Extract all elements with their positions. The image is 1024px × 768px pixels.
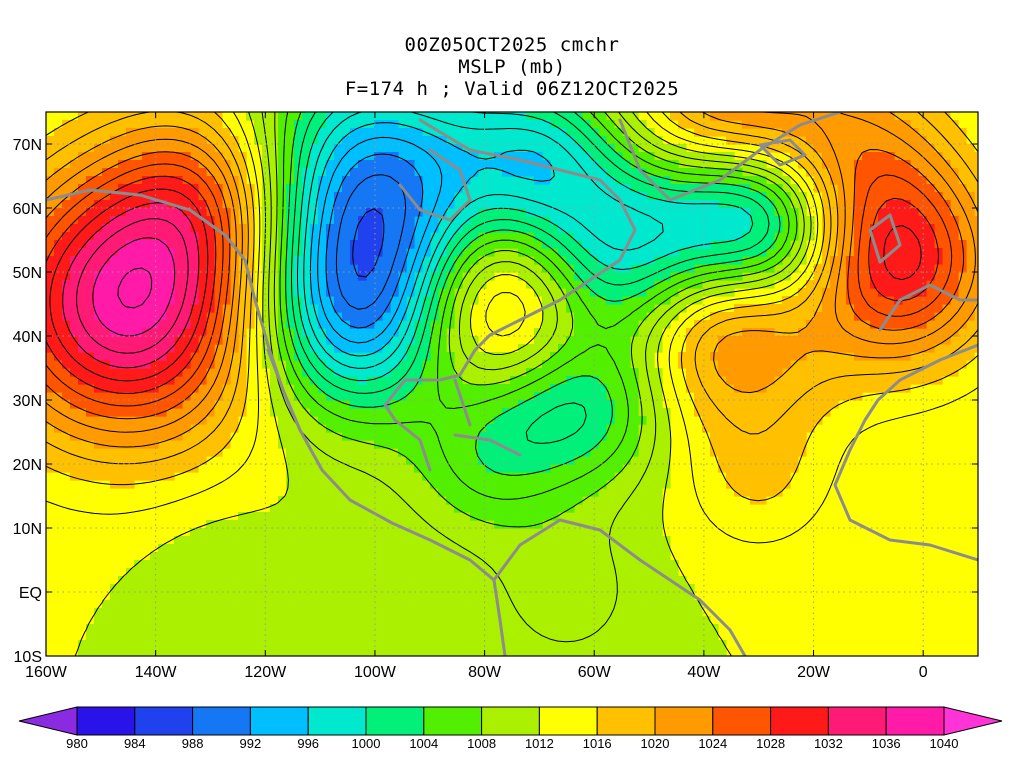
- coastline-hudson-bay: [398, 148, 472, 222]
- colorbar-label: 1012: [525, 736, 554, 751]
- pressure-band: [46, 112, 978, 505]
- longitude-axis: 160W 140W 120W 100W 80W 60W 40W 20W 0: [25, 112, 928, 681]
- colorbar-swatch: [76, 706, 136, 736]
- coastline-africa: [833, 343, 978, 562]
- lat-tick-label: 20N: [13, 457, 42, 474]
- coastline-iceland: [758, 138, 807, 167]
- pressure-band: [46, 112, 978, 449]
- lat-tick-label: 10N: [13, 521, 42, 538]
- colorbar-swatch: [885, 706, 945, 736]
- latitude-axis: 70N 60N 50N 40N 30N 20N 10N EQ 10S: [13, 137, 978, 666]
- pressure-band: [278, 112, 799, 529]
- colorbar-label: 1024: [698, 736, 727, 751]
- coastline-iberia: [878, 283, 978, 332]
- coastline-british-isles: [868, 213, 902, 264]
- colorbar-label: 992: [240, 736, 262, 751]
- lat-tick-label: 10S: [14, 649, 42, 666]
- lon-tick-label: 20W: [797, 664, 831, 681]
- coastline-baja: [266, 348, 302, 432]
- colorbar-swatch: [827, 706, 887, 736]
- lat-tick-label: 40N: [13, 329, 42, 346]
- title-line-2: MSLP (mb): [458, 56, 566, 78]
- coastlines: [46, 112, 978, 656]
- lat-tick-label: 50N: [13, 265, 42, 282]
- colorbar-label: 1040: [930, 736, 959, 751]
- colorbar-arrow-low: [18, 706, 78, 736]
- colorbar-arrow-high: [943, 706, 1003, 736]
- pressure-band: [294, 112, 751, 385]
- pressure-field: [46, 112, 978, 656]
- coastline-greenland: [618, 112, 842, 202]
- colorbar-swatch: [134, 706, 194, 736]
- lat-tick-label: 70N: [13, 137, 42, 154]
- colorbar-label: 988: [182, 736, 204, 751]
- lon-tick-label: 60W: [578, 664, 612, 681]
- colorbar-label: 1016: [583, 736, 612, 751]
- colorbar-label: 1028: [756, 736, 785, 751]
- colorbar-label: 1008: [467, 736, 496, 751]
- lat-tick-label: EQ: [19, 585, 42, 602]
- title-line-3: F=174 h ; Valid 06Z12OCT2025: [344, 78, 680, 100]
- lon-tick-label: 140W: [135, 664, 178, 681]
- coastline-south-america: [492, 518, 747, 656]
- coastline-canada-east: [418, 118, 637, 322]
- pressure-band: [310, 120, 551, 353]
- colorbar: 980 984 988 992 996 1000 1004 1008 1012 1016 1020 1…: [18, 706, 1003, 751]
- pressure-band: [78, 112, 815, 656]
- colorbar-label: 1020: [641, 736, 670, 751]
- pressure-band: [62, 200, 199, 369]
- colorbar-label: 1036: [872, 736, 901, 751]
- colorbar-swatch: [712, 706, 772, 736]
- colorbar-swatch: [538, 706, 598, 736]
- coastline-gulf-mexico: [383, 318, 522, 472]
- colorbar-swatch: [481, 706, 540, 736]
- lon-tick-label: 0: [919, 664, 928, 681]
- colorbar-label: 1004: [409, 736, 438, 751]
- lon-tick-label: 80W: [468, 664, 502, 681]
- title-block: 00Z05OCT2025 cmchr MSLP (mb) F=174 h ; V…: [0, 34, 1024, 100]
- lon-tick-label: 120W: [244, 664, 287, 681]
- colorbar-label: 1000: [352, 736, 381, 751]
- colorbar-label: 1032: [814, 736, 843, 751]
- lon-tick-label: 160W: [25, 664, 68, 681]
- pressure-band: [46, 176, 943, 393]
- lon-tick-label: 40W: [687, 664, 721, 681]
- colorbar-swatch: [423, 706, 483, 736]
- colorbar-swatch: [770, 706, 829, 736]
- pressure-band: [94, 240, 175, 337]
- colorbar-swatch: [192, 706, 251, 736]
- coastline-florida: [453, 378, 472, 427]
- graticule: [46, 112, 978, 656]
- lon-tick-label: 100W: [354, 664, 397, 681]
- colorbar-swatch: [365, 706, 425, 736]
- colorbar-label: 996: [297, 736, 319, 751]
- pressure-band: [286, 112, 783, 473]
- lat-tick-label: 60N: [13, 201, 42, 218]
- map-frame: [45, 111, 979, 657]
- pressure-band: [46, 152, 967, 417]
- colorbar-swatch: [596, 706, 656, 736]
- coastline-cuba: [453, 433, 522, 457]
- colorbar-swatch: [654, 706, 714, 736]
- colorbar-label: 984: [124, 736, 146, 751]
- title-line-1: 00Z05OCT2025 cmchr: [404, 34, 620, 56]
- colorbar-swatch: [249, 706, 309, 736]
- pressure-band: [46, 112, 978, 656]
- coastline-south-america-west: [492, 578, 507, 656]
- lat-tick-label: 30N: [13, 393, 42, 410]
- colorbar-label: 980: [66, 736, 88, 751]
- colorbar-swatch: [307, 706, 367, 736]
